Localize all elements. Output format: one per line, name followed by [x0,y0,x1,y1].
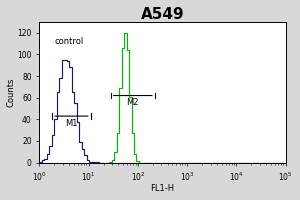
Text: M2: M2 [127,98,139,107]
Text: M1: M1 [65,119,78,128]
Y-axis label: Counts: Counts [7,78,16,107]
Text: control: control [54,37,83,46]
Title: A549: A549 [141,7,184,22]
X-axis label: FL1-H: FL1-H [151,184,175,193]
